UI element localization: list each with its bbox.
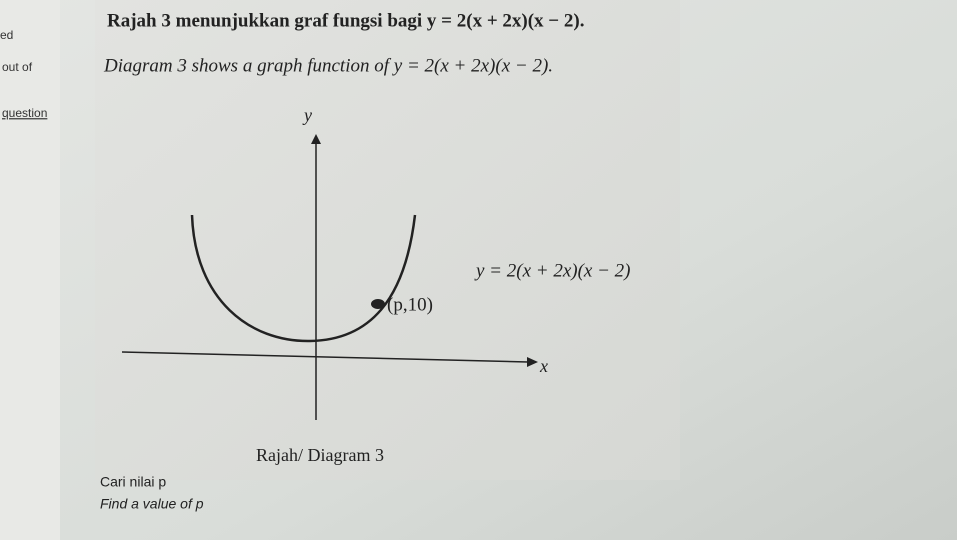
point (371, 299, 385, 309)
x-axis-label: x (539, 356, 548, 376)
sidebar-link[interactable]: question (2, 106, 47, 120)
diagram-caption: Rajah/ Diagram 3 (256, 445, 384, 465)
y-arrow (311, 134, 321, 144)
x-axis (121, 351, 529, 363)
curve-label: y = 2(x + 2x)(x − 2) (474, 260, 631, 281)
sidebar-item: out of (2, 60, 33, 74)
x-arrow (527, 357, 538, 367)
curve (190, 214, 417, 343)
y-axis-label: y (302, 105, 312, 125)
sidebar-item: ed (0, 28, 13, 42)
sidebar (0, 0, 60, 540)
question-line-ms: Rajah 3 menunjukkan graf fungsi bagi y =… (107, 10, 584, 31)
point-label: (p,10) (387, 294, 433, 315)
prompt-en: Find a value of p (100, 496, 204, 512)
diagram (121, 134, 538, 420)
question-panel (95, 0, 680, 480)
prompt-ms: Cari nilai p (100, 474, 166, 490)
question-line-en: Diagram 3 shows a graph function of y = … (103, 55, 553, 76)
